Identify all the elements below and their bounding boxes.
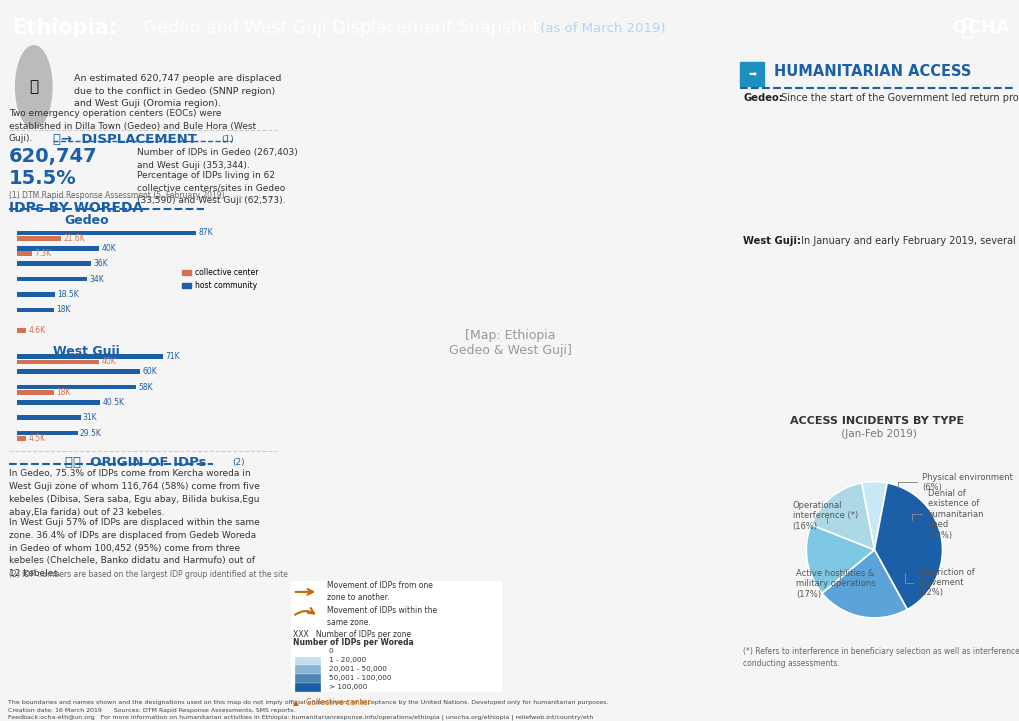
Bar — [17, 360, 99, 364]
Bar — [17, 390, 54, 395]
Text: (Jan-Feb 2019): (Jan-Feb 2019) — [837, 429, 916, 439]
Text: An estimated 620,747 people are displaced
due to the conflict in Gedeo (SNNP reg: An estimated 620,747 people are displace… — [74, 74, 281, 108]
Text: [Map: Ethiopia
Gedeo & West Guji]: [Map: Ethiopia Gedeo & West Guji] — [448, 329, 571, 358]
Text: The boundaries and names shown and the designations used on this map do not impl: The boundaries and names shown and the d… — [8, 701, 608, 720]
Text: (2): (2) — [232, 458, 245, 466]
Text: Movement of IDPs from one
zone to another.: Movement of IDPs from one zone to anothe… — [326, 582, 432, 602]
Text: Physical environment
(6%): Physical environment (6%) — [898, 473, 1012, 492]
Bar — [17, 261, 91, 266]
Text: 87K: 87K — [198, 229, 213, 237]
Text: 60K: 60K — [143, 367, 157, 376]
Bar — [17, 246, 99, 250]
Text: (*) Refers to interference in beneficiary selection as well as interference in
c: (*) Refers to interference in beneficiar… — [742, 647, 1019, 668]
Text: OCHA: OCHA — [938, 19, 1009, 37]
Wedge shape — [873, 483, 942, 609]
Text: Active hostilities &
military operations
(17%): Active hostilities & military operations… — [795, 569, 875, 598]
Text: 15.5%: 15.5% — [8, 169, 76, 188]
Wedge shape — [810, 483, 873, 550]
Bar — [17, 415, 81, 420]
Text: In Gedeo, 75.3% of IDPs come from Kercha woreda in
West Guji zone of whom 116,76: In Gedeo, 75.3% of IDPs come from Kercha… — [8, 469, 259, 517]
Text: Restriction of
movement
(22%): Restriction of movement (22%) — [904, 567, 973, 598]
Text: West Guji: West Guji — [53, 345, 120, 358]
Text: HUMANITARIAN ACCESS: HUMANITARIAN ACCESS — [773, 63, 970, 79]
Text: 71K: 71K — [165, 352, 179, 361]
Text: In West Guji 57% of IDPs are displaced within the same
zone. 36.4% of IDPs are d: In West Guji 57% of IDPs are displaced w… — [8, 518, 259, 578]
Text: > 100,000: > 100,000 — [328, 684, 367, 690]
Bar — [294, 684, 320, 691]
Text: 4.6K: 4.6K — [29, 327, 46, 335]
Text: 40.5K: 40.5K — [102, 398, 124, 407]
Text: 40K: 40K — [101, 244, 116, 253]
Bar — [17, 252, 32, 256]
Text: 620,747: 620,747 — [8, 147, 97, 166]
Bar — [294, 674, 320, 682]
Bar — [740, 61, 763, 86]
Bar — [17, 430, 77, 435]
Text: ➡: ➡ — [748, 68, 756, 79]
Text: Gedeo:: Gedeo: — [742, 93, 783, 103]
Text: Two emergency operation centers (EOCs) were
established in Dilla Town (Gedeo) an: Two emergency operation centers (EOCs) w… — [8, 109, 256, 143]
Text: (1): (1) — [221, 135, 233, 144]
Text: Movement of IDPs within the
same zone.: Movement of IDPs within the same zone. — [326, 606, 436, 627]
Text: 18.5K: 18.5K — [57, 290, 78, 299]
Text: 40K: 40K — [101, 358, 116, 366]
Text: 31K: 31K — [83, 413, 98, 423]
Text: 20,001 - 50,000: 20,001 - 50,000 — [328, 666, 386, 672]
Text: 18K: 18K — [56, 305, 70, 314]
Text: (1) DTM Rapid Response Assessment (5, February 2019): (1) DTM Rapid Response Assessment (5, Fe… — [8, 192, 224, 200]
Text: 🚶→  DISPLACEMENT: 🚶→ DISPLACEMENT — [53, 133, 197, 146]
Bar — [17, 231, 196, 235]
Text: 58K: 58K — [139, 383, 153, 392]
Text: 36K: 36K — [93, 259, 108, 268]
Text: Gedeo and West Guji Displacement Snapshot: Gedeo and West Guji Displacement Snapsho… — [138, 19, 539, 37]
Bar — [17, 236, 61, 241]
Text: 29.5K: 29.5K — [79, 428, 102, 438]
Wedge shape — [805, 525, 873, 593]
Text: 34K: 34K — [89, 275, 104, 283]
Text: 4.5K: 4.5K — [29, 434, 46, 443]
Circle shape — [15, 45, 52, 128]
Text: Operational
interference (*)
(16%): Operational interference (*) (16%) — [792, 501, 857, 531]
Text: Number of IDPs per Woreda: Number of IDPs per Woreda — [292, 638, 413, 647]
Bar — [17, 277, 87, 281]
Bar — [17, 436, 26, 441]
Text: Ethiopia:: Ethiopia: — [12, 19, 117, 38]
Text: West Guji:: West Guji: — [742, 236, 800, 246]
Bar — [17, 369, 141, 374]
Text: ▲   Collective center: ▲ Collective center — [292, 696, 370, 706]
Text: 1 - 20,000: 1 - 20,000 — [328, 658, 366, 663]
Wedge shape — [861, 482, 887, 550]
Text: ACCESS INCIDENTS BY TYPE: ACCESS INCIDENTS BY TYPE — [790, 417, 963, 427]
Bar — [17, 329, 26, 333]
Bar — [294, 657, 320, 664]
Text: 18K: 18K — [56, 388, 70, 397]
Text: XXX   Number of IDPs per zone: XXX Number of IDPs per zone — [292, 629, 411, 639]
Bar — [17, 308, 54, 312]
Bar — [294, 665, 320, 673]
Wedge shape — [821, 550, 906, 618]
Text: 21.6K: 21.6K — [63, 234, 86, 243]
Text: 🚶🚶  ORIGIN OF IDPs: 🚶🚶 ORIGIN OF IDPs — [64, 456, 206, 469]
Text: (2) IDP numbers are based on the largest IDP group identified at the site: (2) IDP numbers are based on the largest… — [8, 570, 287, 580]
Bar — [294, 647, 320, 655]
Text: In January and early February 2019, several incidents were reported related to h: In January and early February 2019, seve… — [797, 236, 1019, 246]
Text: (as of March 2019): (as of March 2019) — [535, 22, 664, 35]
Text: Gedeo: Gedeo — [64, 213, 109, 226]
Text: 7.3K: 7.3K — [34, 249, 51, 258]
Bar — [17, 400, 100, 404]
Bar — [17, 385, 137, 389]
Text: Denial of
existence of
humanitarian
need
(39%): Denial of existence of humanitarian need… — [911, 489, 983, 540]
Text: Number of IDPs in Gedeo (267,403)
and West Guji (353,344).: Number of IDPs in Gedeo (267,403) and We… — [138, 149, 298, 170]
Text: IDPs BY WOREDA: IDPs BY WOREDA — [8, 201, 143, 215]
Text: Ⓞ: Ⓞ — [960, 19, 973, 38]
Text: 0: 0 — [328, 648, 333, 655]
Text: 🌍: 🌍 — [30, 79, 39, 94]
Legend: collective center, host community: collective center, host community — [178, 265, 261, 293]
Bar — [17, 354, 163, 358]
Text: 50,001 - 100,000: 50,001 - 100,000 — [328, 676, 390, 681]
Bar — [17, 292, 55, 297]
Text: Percentage of IDPs living in 62
collective centers/sites in Gedeo
(33,590) and W: Percentage of IDPs living in 62 collecti… — [138, 171, 285, 205]
Text: Since the start of the Government led return process in Gedeo in 2018, access to: Since the start of the Government led re… — [777, 93, 1019, 103]
